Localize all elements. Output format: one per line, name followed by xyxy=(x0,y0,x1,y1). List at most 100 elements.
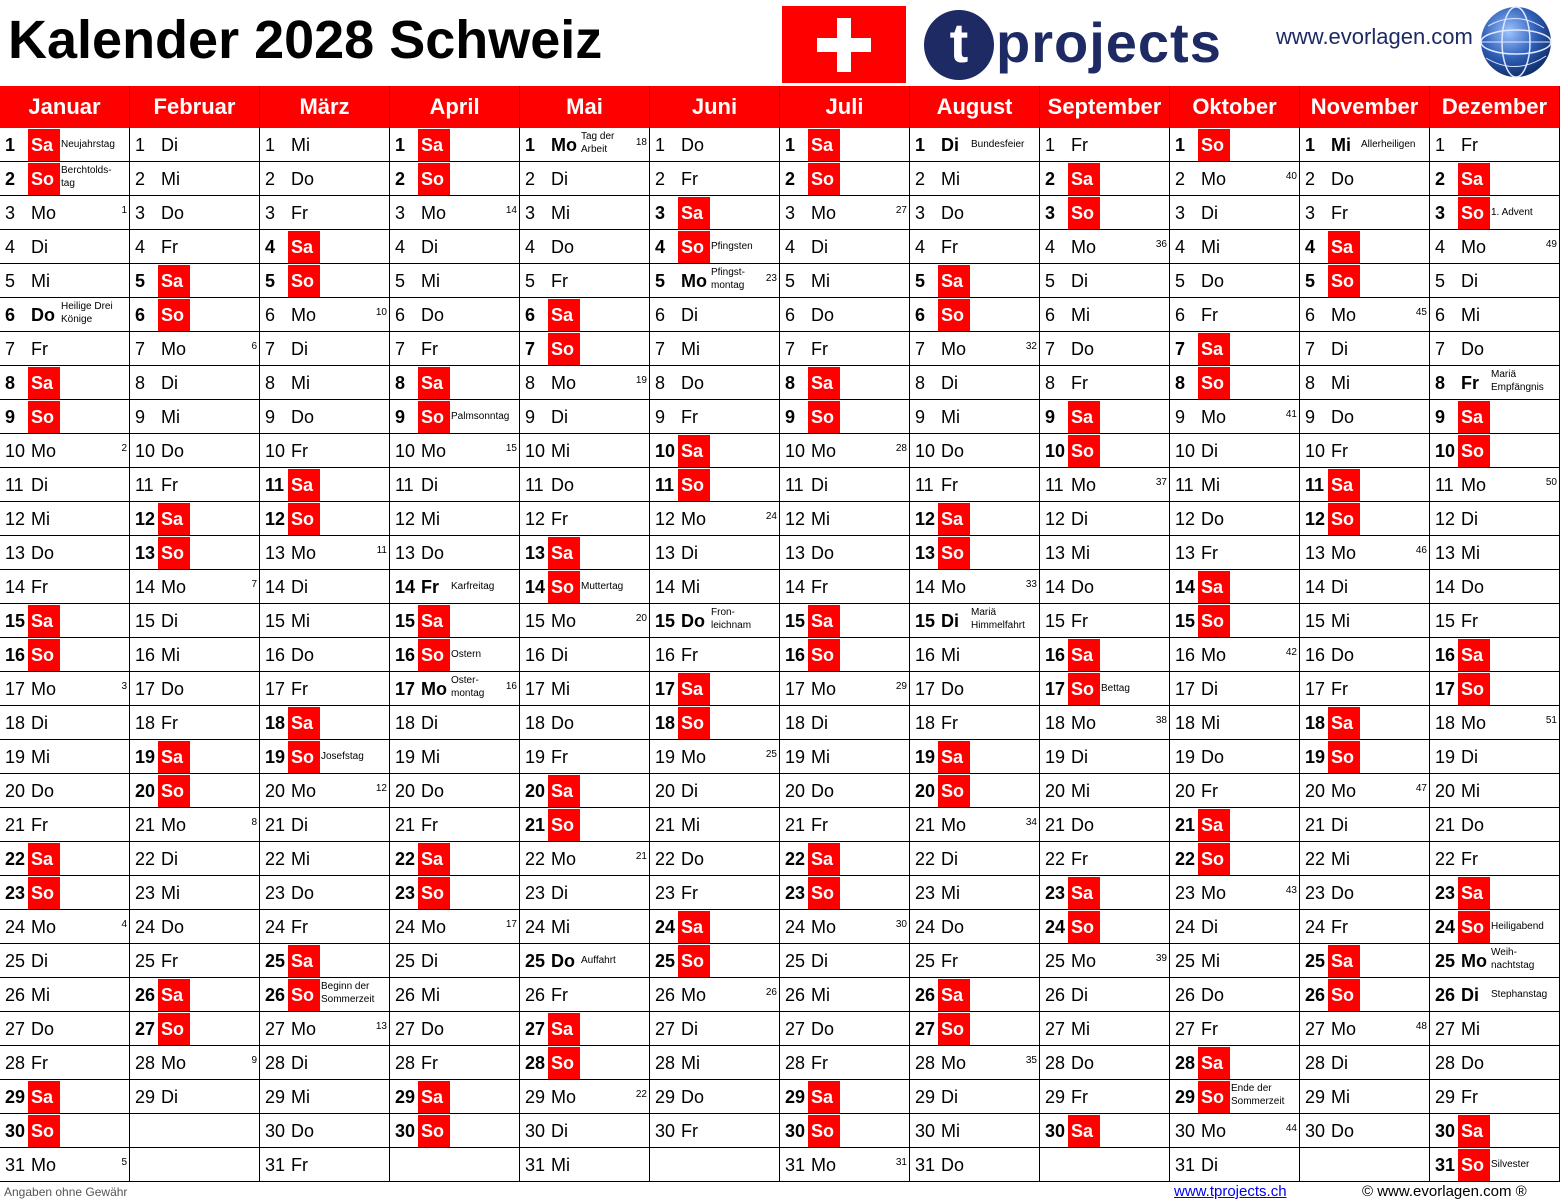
day-number: 6 xyxy=(1305,305,1316,325)
day-cell: 18 Do xyxy=(520,706,650,740)
weekday-label: Mi xyxy=(941,645,960,665)
weekday-label: Di xyxy=(161,373,178,393)
weekday-label: So xyxy=(1458,435,1490,467)
day-number: 17 xyxy=(1435,679,1456,699)
weekday-label: Mi xyxy=(551,203,570,223)
day-cell: 9 Mi xyxy=(910,400,1040,434)
day-number: 16 xyxy=(395,645,416,665)
holiday-label: Weih- nachtstag xyxy=(1491,947,1535,971)
day-cell: 27 Mo 13 xyxy=(260,1012,390,1046)
day-cell: 6 So xyxy=(910,298,1040,332)
day-cell: 31 Fr xyxy=(260,1148,390,1182)
day-number: 27 xyxy=(265,1019,286,1039)
day-number: 22 xyxy=(525,849,546,869)
weekday-label: So xyxy=(1198,605,1230,637)
day-cell: 10 Fr xyxy=(1300,434,1430,468)
weekday-label: Do xyxy=(681,373,705,393)
day-number: 7 xyxy=(655,339,666,359)
day-number: 2 xyxy=(525,169,536,189)
weekday-label: Mi xyxy=(31,985,50,1005)
day-cell: 4 Fr xyxy=(130,230,260,264)
day-cell: 26 Di Stephanstag xyxy=(1430,978,1560,1012)
day-cell: 3 Do xyxy=(130,196,260,230)
weekday-label: Fr xyxy=(681,407,698,427)
day-cell: 20 Di xyxy=(650,774,780,808)
day-cell: 29 Fr xyxy=(1430,1080,1560,1114)
weekday-label: Do xyxy=(1071,577,1095,597)
week-number: 32 xyxy=(1025,341,1037,352)
day-number: 3 xyxy=(525,203,536,223)
holiday-label: Mariä Himmelfahrt xyxy=(971,607,1025,631)
day-cell: 17 Mi xyxy=(520,672,650,706)
weekday-label: Do xyxy=(291,169,315,189)
weekday-label: Mo xyxy=(1331,1019,1357,1039)
day-number: 18 xyxy=(1175,713,1196,733)
day-cell: 18 Di xyxy=(780,706,910,740)
day-cell: 31 Di xyxy=(1170,1148,1300,1182)
day-number: 11 xyxy=(1305,475,1325,495)
holiday-label: Josefstag xyxy=(321,751,364,762)
weekday-label: Sa xyxy=(1328,469,1360,501)
holiday-label: Oster- montag xyxy=(451,675,485,699)
week-number: 35 xyxy=(1025,1055,1037,1066)
weekday-label: Di xyxy=(551,169,568,189)
weekday-label: Do xyxy=(941,441,965,461)
weekday-label: Mo xyxy=(551,611,577,631)
weekday-label: Mi xyxy=(1201,237,1220,257)
month-header: Januar xyxy=(0,86,130,128)
day-number: 17 xyxy=(135,679,156,699)
day-number: 1 xyxy=(525,135,536,155)
weekday-label: So xyxy=(158,775,190,807)
day-number: 28 xyxy=(915,1053,936,1073)
weekday-label: Mi xyxy=(1461,781,1480,801)
weekday-label: Do xyxy=(551,951,575,971)
weekday-label: Mi xyxy=(941,883,960,903)
day-cell: 14 Di xyxy=(260,570,390,604)
day-cell: 17 Di xyxy=(1170,672,1300,706)
weekday-label: Di xyxy=(811,713,828,733)
weekday-label: Di xyxy=(421,713,438,733)
day-cell: 28 Fr xyxy=(390,1046,520,1080)
day-cell: 17 Do xyxy=(130,672,260,706)
weekday-label: So xyxy=(808,163,840,195)
day-cell: 17 Fr xyxy=(260,672,390,706)
day-number: 4 xyxy=(265,237,276,257)
day-number: 18 xyxy=(1435,713,1456,733)
weekday-label: Mi xyxy=(161,169,180,189)
website-label[interactable]: www.evorlagen.com xyxy=(1276,24,1473,49)
weekday-label: Do xyxy=(1071,1053,1095,1073)
day-number: 25 xyxy=(1305,951,1326,971)
day-cell: 13 Do xyxy=(0,536,130,570)
day-number: 14 xyxy=(1305,577,1326,597)
day-cell: 10 Di xyxy=(1170,434,1300,468)
day-cell: 24 Mo 4 xyxy=(0,910,130,944)
day-number: 14 xyxy=(1435,577,1456,597)
weekday-label: So xyxy=(28,163,60,195)
day-cell: 1 Di xyxy=(130,128,260,162)
day-cell: 29 Mo 22 xyxy=(520,1080,650,1114)
day-number: 3 xyxy=(1175,203,1186,223)
weekday-label: Di xyxy=(941,611,959,631)
day-cell: 26 Fr xyxy=(520,978,650,1012)
day-cell: 23 Mo 43 xyxy=(1170,876,1300,910)
month-header: September xyxy=(1040,86,1170,128)
day-number: 9 xyxy=(1045,407,1056,427)
day-cell: 30 Do xyxy=(260,1114,390,1148)
weekday-label: So xyxy=(418,1115,450,1147)
week-number: 2 xyxy=(121,443,127,454)
day-cell: 3 Mi xyxy=(520,196,650,230)
weekday-label: Do xyxy=(681,135,705,155)
weekday-label: Do xyxy=(31,543,55,563)
day-cell: 4 Mi xyxy=(1170,230,1300,264)
day-cell: 1 Sa xyxy=(780,128,910,162)
weekday-label: Mi xyxy=(421,509,440,529)
weekday-label: Di xyxy=(1201,441,1218,461)
weekday-label: Mi xyxy=(31,509,50,529)
tprojects-link[interactable]: www.tprojects.ch xyxy=(1174,1183,1287,1200)
weekday-label: Sa xyxy=(28,605,60,637)
day-cell: 25 Di xyxy=(780,944,910,978)
day-cell: 10 Sa xyxy=(650,434,780,468)
weekday-label: Mi xyxy=(1201,951,1220,971)
day-number: 18 xyxy=(265,713,286,733)
day-cell: 2 Fr xyxy=(650,162,780,196)
